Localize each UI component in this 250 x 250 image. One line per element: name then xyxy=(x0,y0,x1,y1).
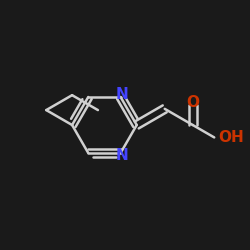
Text: OH: OH xyxy=(218,130,244,145)
Text: O: O xyxy=(186,95,199,110)
Text: N: N xyxy=(116,148,128,163)
Text: N: N xyxy=(116,87,128,102)
